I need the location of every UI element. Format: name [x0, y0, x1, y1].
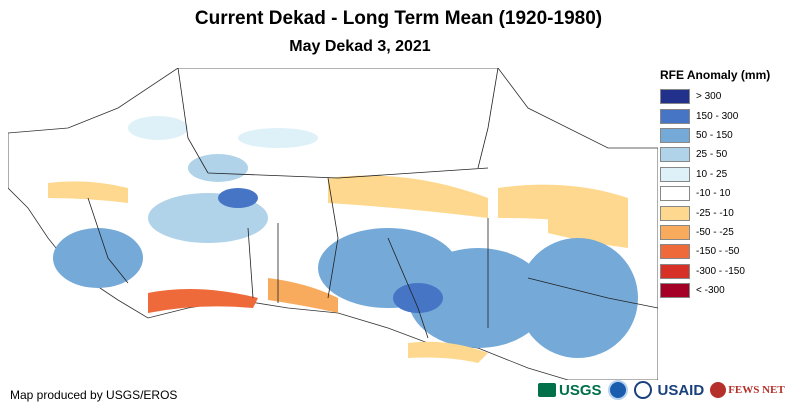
coastal-dry	[148, 278, 488, 363]
legend-item: 50 - 150	[660, 126, 795, 145]
legend-item: 10 - 25	[660, 165, 795, 184]
usgs-logo-text: USGS	[559, 381, 602, 399]
legend-item: 25 - 50	[660, 145, 795, 164]
map-title: Current Dekad - Long Term Mean (1920-198…	[194, 8, 603, 29]
legend-label: < -300	[696, 285, 725, 297]
legend-swatch	[660, 224, 690, 240]
partner-logos: USGS USAID FEWS NET	[538, 380, 785, 400]
legend-label: 150 - 300	[696, 110, 739, 122]
legend-item: -150 - -50	[660, 242, 795, 261]
legend-item: 150 - 300	[660, 106, 795, 125]
fews-globe-icon	[710, 382, 727, 398]
legend-swatch	[660, 147, 690, 163]
legend-item: < -300	[660, 281, 795, 300]
legend-item: -10 - 10	[660, 184, 795, 203]
usgs-wave-icon	[538, 383, 556, 397]
legend: RFE Anomaly (mm) > 300 150 - 300 50 - 15…	[660, 68, 795, 300]
legend-swatch	[660, 89, 690, 105]
legend-swatch	[660, 244, 690, 260]
legend-label: -50 - -25	[696, 226, 734, 238]
legend-item: -300 - -150	[660, 262, 795, 281]
fews-logo-text: FEWS NET	[728, 384, 785, 396]
map-subtitle: May Dekad 3, 2021	[289, 38, 431, 55]
legend-swatch	[660, 283, 690, 299]
sahel-dry-band	[48, 175, 628, 248]
legend-label: -25 - -10	[696, 207, 734, 219]
legend-label: 10 - 25	[696, 168, 728, 180]
sahara-anomaly-patches	[128, 116, 318, 182]
legend-label: -150 - -50	[696, 246, 740, 258]
map-credit: Map produced by USGS/EROS	[10, 388, 178, 402]
legend-item: -50 - -25	[660, 223, 795, 242]
usgs-logo: USGS	[538, 382, 602, 399]
usaid-seal-icon	[633, 381, 652, 399]
legend-swatch	[660, 263, 690, 279]
legend-swatch	[660, 127, 690, 143]
legend-swatch	[660, 108, 690, 124]
anomaly-map	[8, 68, 658, 380]
noaa-seal-icon	[607, 380, 628, 400]
legend-title: RFE Anomaly (mm)	[660, 68, 771, 82]
legend-label: 25 - 50	[696, 149, 728, 161]
legend-item: > 300	[660, 87, 795, 106]
legend-swatch	[660, 186, 690, 202]
legend-label: > 300	[696, 91, 722, 103]
legend-swatch	[660, 205, 690, 221]
fews-net-logo: FEWS NET	[710, 382, 785, 398]
legend-label: -300 - -150	[696, 265, 745, 277]
legend-item: -25 - -10	[660, 203, 795, 222]
legend-label: -10 - 10	[696, 188, 731, 200]
legend-label: 50 - 150	[696, 129, 733, 141]
wet-anomalies	[53, 188, 638, 358]
legend-swatch	[660, 166, 690, 182]
usaid-logo: USAID	[657, 381, 705, 399]
country-borders	[87, 68, 658, 339]
